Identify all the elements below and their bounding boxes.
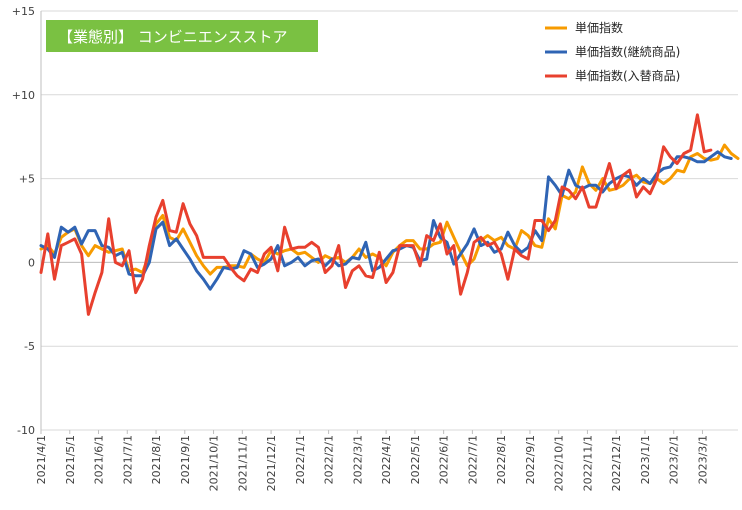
series-line-2 <box>39 150 733 291</box>
series-line-1 <box>39 143 740 276</box>
x-tick-label: 2021/10/1 <box>208 435 221 491</box>
x-tick-label: 2022/5/1 <box>409 435 422 484</box>
x-tick-label: 2022/12/1 <box>610 435 623 491</box>
x-tick-label: 2023/1/1 <box>639 435 652 484</box>
legend-label: 単価指数(継続商品) <box>575 44 680 59</box>
series-group <box>39 113 740 316</box>
x-tick-label: 2022/9/1 <box>524 435 537 484</box>
x-tick-label: 2021/5/1 <box>64 435 77 484</box>
x-tick-label: 2022/2/1 <box>323 435 336 484</box>
x-tick-label: 2021/7/1 <box>121 435 134 484</box>
x-tick-label: 2021/4/1 <box>35 435 48 484</box>
y-tick-label: +5 <box>19 173 35 186</box>
x-tick-label: 2021/11/1 <box>236 435 249 491</box>
x-tick-label: 2022/11/1 <box>581 435 594 491</box>
y-tick-label: -5 <box>24 340 35 353</box>
legend-label: 単価指数 <box>575 20 623 35</box>
x-tick-label: 2022/3/1 <box>351 435 364 484</box>
x-tick-label: 2022/7/1 <box>466 435 479 484</box>
x-tick-label: 2022/10/1 <box>553 435 566 491</box>
y-tick-label: +10 <box>12 89 35 102</box>
y-tick-label: -10 <box>17 424 35 437</box>
x-tick-label: 2023/2/1 <box>668 435 681 484</box>
x-tick-label: 2023/3/1 <box>696 435 709 484</box>
x-tick-label: 2022/4/1 <box>380 435 393 484</box>
x-tick-label: 2022/6/1 <box>438 435 451 484</box>
chart-title-box: 【業態別】 コンビニエンスストア <box>46 20 318 52</box>
x-tick-label: 2021/12/1 <box>265 435 278 491</box>
y-tick-label: +15 <box>12 5 35 18</box>
x-tick-label: 2022/1/1 <box>294 435 307 484</box>
series-line-3 <box>39 113 713 316</box>
title-background <box>46 20 318 52</box>
x-tick-label: 2022/8/1 <box>495 435 508 484</box>
y-tick-label: 0 <box>28 256 35 269</box>
axes: -10 -5 0 +5 +10 +15 2021/4/1 2021/5/1 2021/6/1 20… <box>12 5 738 491</box>
chart-title: 【業態別】 コンビニエンスストア <box>58 28 287 46</box>
legend-label: 単価指数(入替商品) <box>575 68 680 83</box>
x-tick-label: 2021/9/1 <box>179 435 192 484</box>
x-tick-label: 2021/6/1 <box>93 435 106 484</box>
x-tick-label: 2021/8/1 <box>150 435 163 484</box>
